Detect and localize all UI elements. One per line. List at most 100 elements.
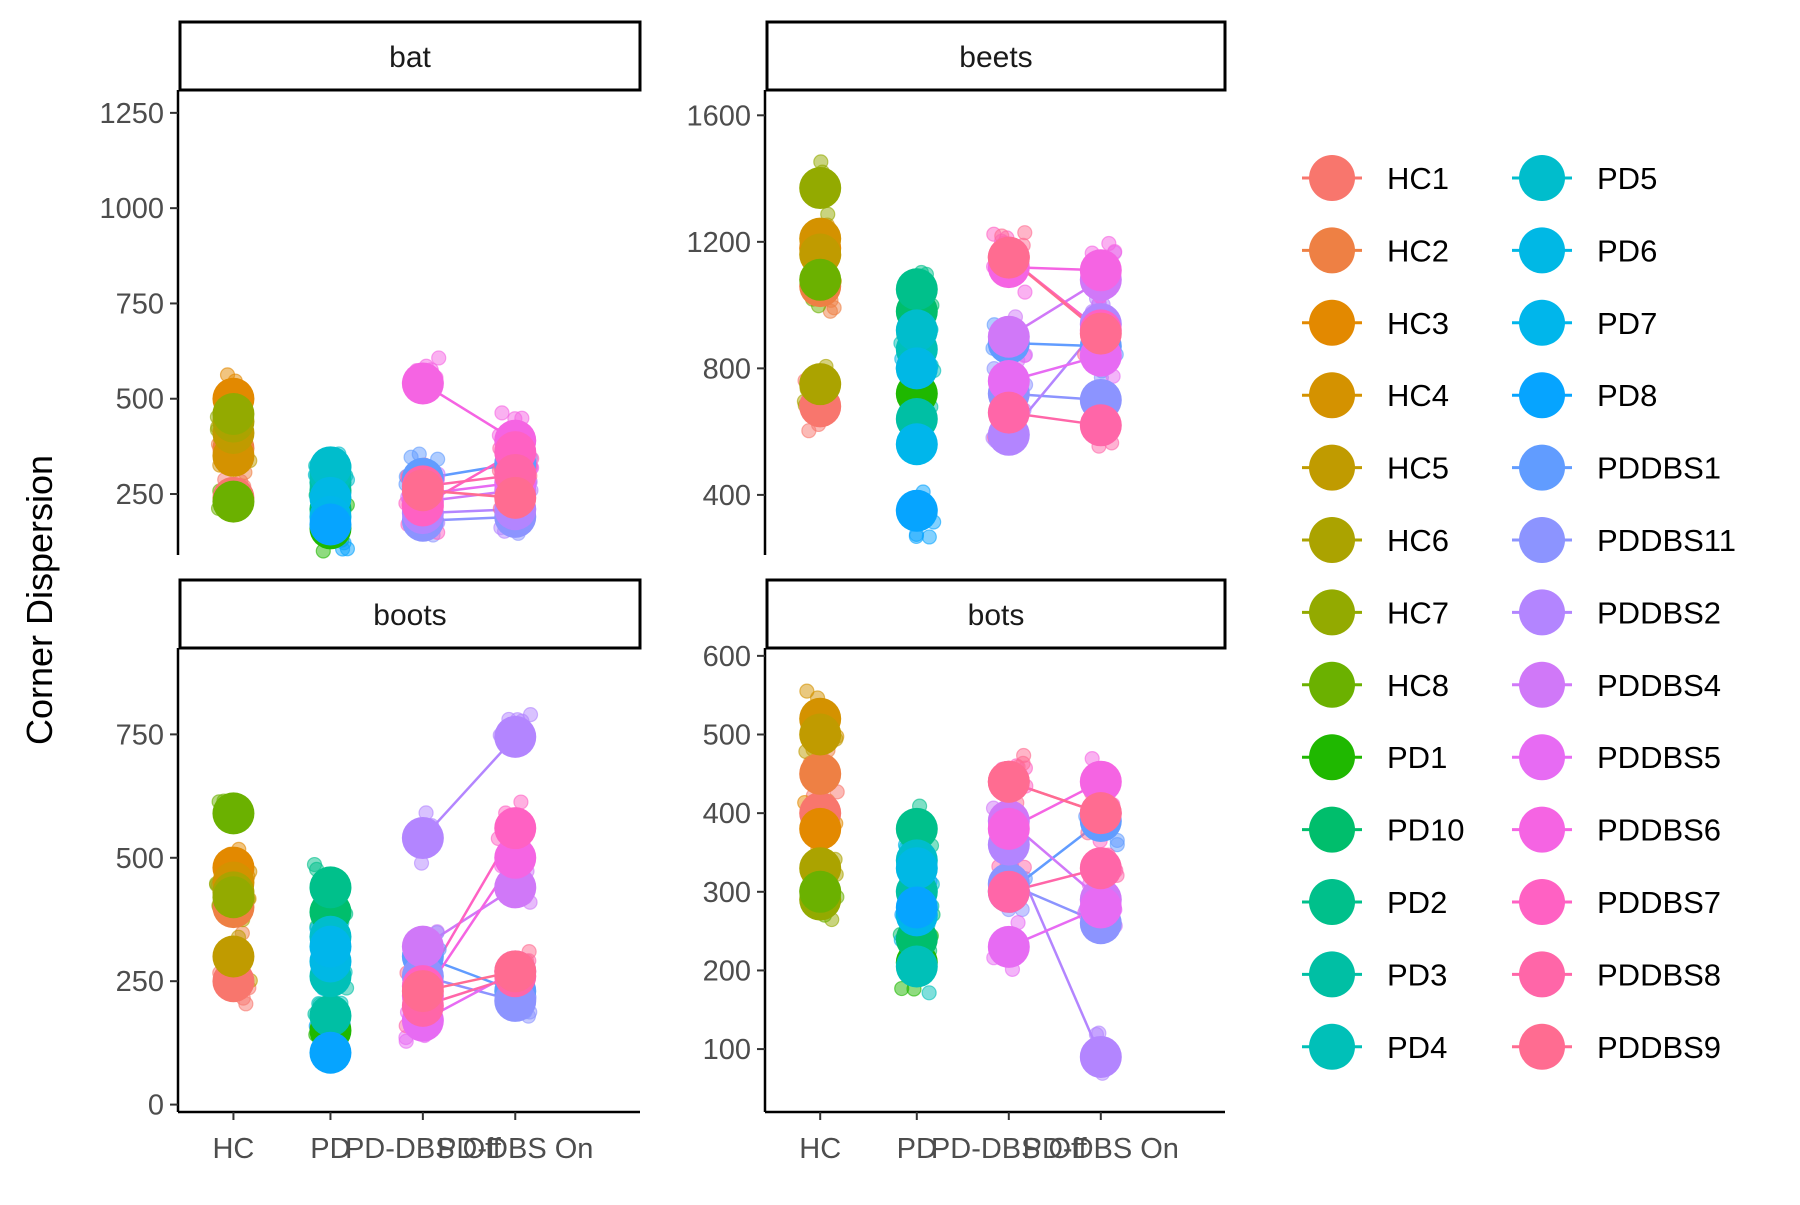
y-tick-label: 1200 [686, 227, 751, 259]
legend-key-point [1309, 444, 1355, 491]
legend-label: PD10 [1387, 813, 1465, 848]
legend-item-PD10: PD10 [1302, 806, 1465, 853]
subject-point-PDDBS9 [987, 236, 1030, 279]
legend-item-PDDBS6: PDDBS6 [1512, 806, 1721, 853]
legend-key-point [1309, 589, 1355, 636]
legend-key-point [1309, 517, 1355, 563]
subject-point-PD8 [309, 1031, 352, 1074]
legend-item-HC8: HC8 [1302, 661, 1449, 708]
legend-label: PDDBS9 [1597, 1030, 1721, 1065]
legend-item-PD1: PD1 [1302, 734, 1447, 781]
legend-key-point [1309, 299, 1355, 346]
subject-point-PD5 [309, 446, 352, 489]
legend-item-PDDBS1: PDDBS1 [1512, 444, 1721, 491]
legend-label: PDDBS2 [1597, 595, 1721, 630]
y-axis-title: Corner Dispersion [19, 455, 60, 745]
legend-key-point [1519, 879, 1565, 925]
legend-key-point [1519, 1023, 1565, 1070]
trial-point [431, 350, 447, 366]
legend-key-point [1519, 589, 1565, 636]
x-tick-label: PD [897, 1133, 937, 1165]
legend-item-HC5: HC5 [1302, 444, 1449, 491]
x-tick-label: PD [310, 1133, 350, 1165]
legend-item-PDDBS2: PDDBS2 [1512, 589, 1721, 636]
legend-label: PD2 [1387, 885, 1447, 920]
subject-point-HC5 [799, 713, 842, 756]
legend-key-point [1309, 951, 1355, 998]
facet-title: beets [959, 41, 1032, 74]
legend-item-PDDBS9: PDDBS9 [1512, 1023, 1721, 1070]
subject-point-PDDBS8 [987, 870, 1030, 913]
legend-item-HC3: HC3 [1302, 299, 1449, 346]
subject-point-PDDBS8 [1079, 847, 1122, 890]
subject-point-PDDBS4 [401, 925, 444, 968]
trial-point [1017, 225, 1033, 241]
legend-key-point [1309, 661, 1355, 708]
legend-label: PD3 [1387, 957, 1447, 992]
y-tick-label: 600 [703, 641, 751, 673]
y-tick-label: 400 [703, 798, 751, 830]
legend-label: HC1 [1387, 161, 1449, 196]
subject-point-PDDBS8 [1079, 404, 1122, 447]
subject-point-PD4 [895, 945, 938, 988]
subject-point-PD8 [309, 503, 352, 546]
facet-strip [178, 20, 642, 92]
legend-item-PD3: PD3 [1302, 951, 1447, 998]
legend-key-point [1309, 155, 1355, 201]
y-tick-label: 100 [703, 1034, 751, 1066]
y-tick-label: 400 [703, 480, 751, 512]
legend: HC1 HC2 HC3 HC4 HC5 HC6 HC7 HC8 PD1 PD10 PD2 PD3 PD4… [1302, 155, 1736, 1070]
legend-item-HC4: HC4 [1302, 372, 1449, 419]
x-tick-label: PD-DBS Off [345, 1133, 502, 1165]
x-tick-label: PD-DBS On [1023, 1133, 1179, 1165]
legend-label: PDDBS7 [1597, 885, 1721, 920]
legend-item-HC1: HC1 [1302, 155, 1449, 201]
subject-point-PDDBS4 [494, 866, 537, 909]
y-tick-label: 750 [116, 719, 164, 751]
subject-point-PDDBS9 [494, 476, 537, 519]
subject-point-PDDBS9 [494, 950, 537, 993]
legend-key-point [1309, 372, 1355, 419]
subject-point-PDDBS2 [1079, 1035, 1122, 1078]
facet-title: bots [968, 599, 1025, 632]
subject-point-PDDBS6 [401, 362, 444, 405]
x-tick-label: PD-DBS Off [931, 1133, 1088, 1165]
subject-point-PDDBS5 [1079, 886, 1122, 929]
legend-key-point [1309, 227, 1355, 274]
legend-key-point [1519, 806, 1565, 853]
legend-item-PDDBS11: PDDBS11 [1512, 517, 1736, 563]
subject-point-HC2 [799, 752, 842, 795]
subject-point-PDDBS5 [987, 360, 1030, 403]
subject-point-PD5 [895, 309, 938, 352]
subject-point-PD8 [895, 489, 938, 532]
trial-point [1016, 747, 1032, 764]
y-tick-label: 1600 [686, 100, 751, 132]
legend-label: HC6 [1387, 523, 1449, 558]
legend-label: PDDBS11 [1597, 523, 1736, 558]
y-tick-label: 500 [116, 843, 164, 875]
legend-item-PDDBS7: PDDBS7 [1512, 879, 1721, 925]
facet-title: boots [373, 599, 446, 632]
legend-key-point [1519, 372, 1565, 419]
trial-point [494, 405, 510, 421]
legend-label: HC8 [1387, 668, 1449, 703]
subject-point-PD2 [895, 807, 938, 850]
facet-panel-bat: bat 250 500 750 1000 1250 [99, 20, 642, 559]
legend-item-PDDBS4: PDDBS4 [1512, 661, 1721, 708]
facet-strip [765, 20, 1227, 92]
legend-item-PD2: PD2 [1302, 879, 1447, 925]
trial-point [813, 154, 829, 170]
connector-line-PDDBS2 [421, 736, 517, 839]
legend-label: HC4 [1387, 378, 1449, 413]
legend-key-point [1309, 879, 1355, 925]
facet-panel-beets: beets 400 800 1200 1600 [686, 20, 1227, 555]
subject-point-PDDBS6 [494, 836, 537, 879]
subject-point-PD7 [895, 423, 938, 466]
y-tick-label: 250 [116, 479, 164, 511]
y-tick-label: 1250 [99, 98, 164, 130]
legend-label: HC5 [1387, 451, 1449, 486]
legend-key-point [1519, 951, 1565, 998]
subject-point-PDDBS5 [987, 925, 1030, 968]
subject-point-HC7 [212, 876, 255, 919]
